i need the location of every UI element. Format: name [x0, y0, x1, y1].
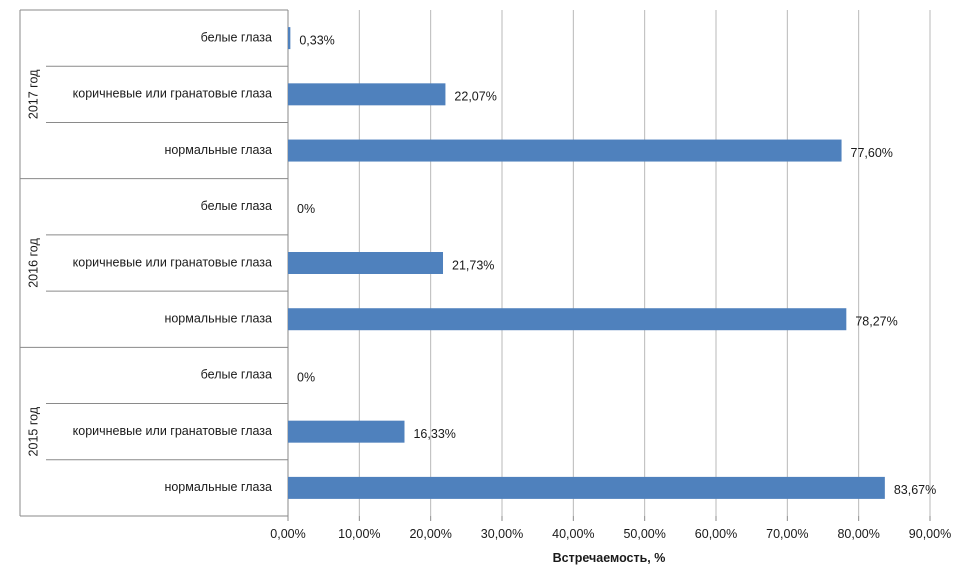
category-label: нормальные глаза: [164, 312, 272, 326]
bar: [288, 83, 446, 106]
bar: [288, 139, 842, 162]
data-label: 0%: [297, 371, 315, 385]
category-label: белые глаза: [201, 199, 272, 213]
group-label: 2016 год: [26, 238, 40, 288]
category-label: коричневые или гранатовые глаза: [73, 255, 272, 269]
bar: [288, 476, 885, 499]
data-label: 0,33%: [299, 33, 334, 47]
data-label: 83,67%: [894, 483, 936, 497]
data-label: 0%: [297, 202, 315, 216]
x-tick-label: 40,00%: [552, 527, 594, 541]
bar: [288, 27, 291, 50]
x-tick-label: 30,00%: [481, 527, 523, 541]
data-label: 16,33%: [413, 427, 455, 441]
group-label: 2015 год: [26, 406, 40, 456]
data-label: 77,60%: [851, 146, 893, 160]
bar: [288, 420, 405, 443]
x-tick-label: 10,00%: [338, 527, 380, 541]
group-label: 2017 год: [26, 69, 40, 119]
bar: [288, 252, 444, 274]
data-label: 78,27%: [855, 315, 897, 329]
category-label: коричневые или гранатовые глаза: [73, 424, 272, 438]
category-label: белые глаза: [201, 368, 272, 382]
x-tick-label: 70,00%: [766, 527, 808, 541]
x-tick-label: 80,00%: [837, 527, 879, 541]
data-label: 22,07%: [454, 90, 496, 104]
x-tick-label: 90,00%: [909, 527, 951, 541]
category-label: коричневые или гранатовые глаза: [73, 87, 272, 101]
x-tick-label: 50,00%: [623, 527, 665, 541]
category-label: нормальные глаза: [164, 480, 272, 494]
x-axis-title: Встречаемость, %: [553, 551, 666, 565]
category-label: нормальные глаза: [164, 143, 272, 157]
data-label: 21,73%: [452, 258, 494, 272]
x-tick-label: 60,00%: [695, 527, 737, 541]
x-tick-label: 0,00%: [270, 527, 305, 541]
category-label: белые глаза: [201, 30, 272, 44]
x-tick-label: 20,00%: [409, 527, 451, 541]
bar: [288, 308, 847, 331]
